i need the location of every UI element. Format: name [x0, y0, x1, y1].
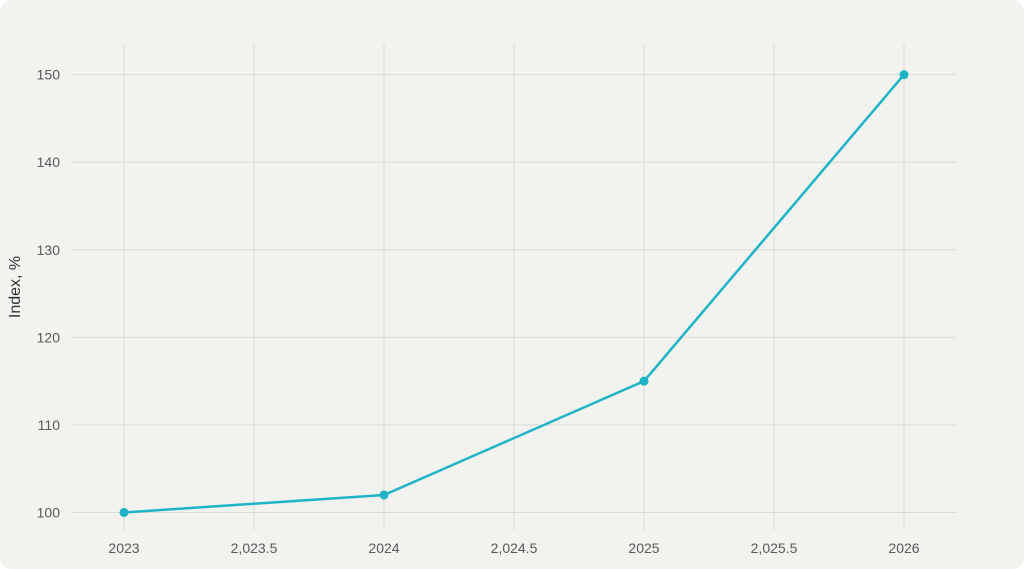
tick-labels: 2023 2,023.5 2024 2,024.5 2025 2,025.5 2026 100… [37, 67, 920, 556]
data-point [379, 490, 389, 500]
y-tick-label: 120 [37, 329, 61, 345]
data-point [899, 70, 909, 80]
series [119, 70, 909, 517]
y-tick-label: 130 [37, 242, 61, 258]
x-tick-label: 2026 [888, 540, 919, 556]
data-point [639, 376, 649, 386]
y-axis-title: Index, % [7, 256, 24, 318]
grid [72, 44, 956, 530]
series-line [122, 73, 906, 514]
x-tick-label: 2,023.5 [231, 540, 278, 556]
x-tick-label: 2,025.5 [751, 540, 798, 556]
y-tick-label: 140 [37, 154, 61, 170]
x-tick-label: 2024 [368, 540, 399, 556]
x-tick-label: 2023 [108, 540, 139, 556]
y-tick-label: 110 [38, 417, 61, 433]
y-tick-label: 150 [37, 67, 61, 83]
x-tick-label: 2,024.5 [491, 540, 538, 556]
x-tick-label: 2025 [628, 540, 659, 556]
y-tick-label: 100 [37, 504, 61, 520]
data-point [119, 507, 129, 517]
